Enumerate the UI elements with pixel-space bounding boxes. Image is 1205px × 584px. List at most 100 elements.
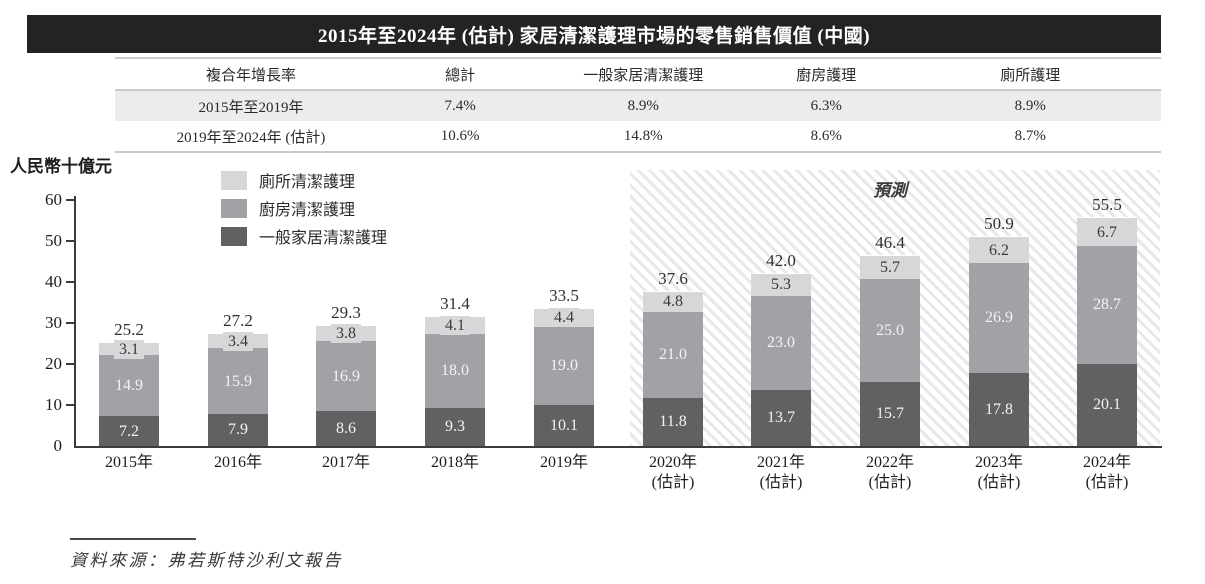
bar-total-label: 33.5 [549,286,579,305]
bar-segment: 21.0 [643,311,703,398]
bar-total-label: 37.6 [658,269,688,288]
segment-value-label: 5.3 [766,275,796,295]
y-axis-tick-label: 10 [45,395,62,414]
x-axis-sublabel: (估計) [1085,474,1129,491]
segment-value-label: 4.4 [549,308,579,328]
cagr-header-cell: 複合年增長率 [205,67,296,84]
segment-value-label: 23.0 [767,334,795,352]
bar-total-label: 25.2 [114,320,144,339]
x-axis-sublabel: (估計) [651,474,695,491]
x-axis-label: 2023年 (估計) [951,453,1047,493]
cagr-table: 複合年增長率 總計 一般家居清潔護理 廚房護理 廁所護理 2015年至2019年 7.4% 8… [115,57,1161,153]
y-axis-tick [66,404,75,406]
bar-segment: 20.1 [1077,363,1137,446]
segment-value-label: 15.9 [224,372,252,390]
bar-segment: 5.7 [860,255,920,280]
bar-total-label: 50.9 [984,214,1014,233]
y-axis-tick [66,363,75,365]
bar-segment: 14.9 [99,355,159,417]
segment-value-label: 6.2 [984,240,1014,260]
x-axis-label: 2017年 [321,454,370,471]
y-axis-tick-label: 60 [45,190,62,209]
segment-value-label: 7.2 [119,422,139,440]
bar-segment: 23.0 [751,295,811,390]
bar-total-label: 46.4 [875,233,905,252]
segment-value-label: 4.8 [658,292,688,312]
segment-value-label: 28.7 [1093,296,1121,314]
bar-total-label: 27.2 [223,311,253,330]
x-axis-label: 2018年 [430,454,479,471]
legend-label: 一般家居清潔護理 [259,230,388,247]
bar-segment: 7.9 [208,413,268,446]
bar-segment: 3.1 [99,339,159,359]
legend-item: 廁所清潔護理 [221,166,387,194]
x-axis-sublabel: (估計) [977,474,1021,491]
y-axis-tick [66,281,75,283]
cagr-value-cell: 7.4% [444,97,476,114]
segment-value-label: 16.9 [332,367,360,385]
x-axis-label: 2015年 [104,454,153,471]
segment-value-label: 3.8 [331,324,361,344]
x-axis-line [74,446,1162,448]
bar-segment: 26.9 [969,262,1029,373]
segment-value-label: 5.7 [875,257,905,277]
table-row: 2015年至2019年 7.4% 8.9% 6.3% 8.9% [115,91,1161,121]
bar-total-label: 42.0 [766,251,796,270]
x-axis-sublabel: (估計) [759,474,803,491]
cagr-header-cell: 廁所護理 [1000,67,1061,84]
y-axis-unit-label: 人民幣十億元 [10,157,112,176]
bar-segment: 10.1 [534,404,594,446]
cagr-header-cell: 廚房護理 [796,67,857,84]
bar-segment: 19.0 [534,326,594,405]
y-axis-tick-label: 50 [45,231,62,250]
segment-value-label: 13.7 [767,409,795,427]
segment-value-label: 14.9 [115,377,143,395]
y-axis-line [74,196,76,448]
bar-segment: 17.8 [969,373,1029,446]
x-axis-label: 2020年 (估計) [625,453,721,493]
legend-swatch [221,198,247,218]
cagr-value-cell: 14.8% [623,127,663,144]
segment-value-label: 3.1 [114,339,144,359]
cagr-value-cell: 10.6% [440,127,480,144]
cagr-header-cell: 總計 [445,67,476,84]
bar-total-label: 55.5 [1092,195,1122,214]
segment-value-label: 26.9 [985,309,1013,327]
x-axis-label: 2016年 [213,454,262,471]
segment-value-label: 17.8 [985,401,1013,418]
cagr-value-cell: 8.7% [1014,127,1046,144]
segment-value-label: 6.7 [1092,222,1122,242]
bar-segment: 6.2 [969,237,1029,263]
bar-segment: 8.6 [316,410,376,446]
forecast-label: 預測 [873,181,907,200]
segment-value-label: 7.9 [228,421,248,439]
bar-segment: 25.0 [860,279,920,382]
bar-segment: 9.3 [425,407,485,446]
bar-segment: 6.7 [1077,218,1137,246]
segment-value-label: 20.1 [1093,396,1121,414]
bar-segment: 18.0 [425,334,485,408]
bar-segment: 3.4 [208,331,268,351]
bar-segment: 16.9 [316,341,376,411]
bar-segment: 4.1 [425,316,485,336]
x-axis-sublabel: (估計) [868,474,912,491]
x-axis-label: 2021年 (估計) [733,453,829,493]
legend-label: 廚房清潔護理 [259,202,356,219]
chart-title: 2015年至2024年 (估計) 家居清潔護理市場的零售銷售價值 (中國) [317,25,871,47]
y-axis-tick-label: 30 [45,313,62,332]
table-row: 複合年增長率 總計 一般家居清潔護理 廚房護理 廁所護理 [115,59,1161,91]
y-axis-tick-label: 20 [45,354,62,373]
y-axis-tick-label: 0 [53,436,63,455]
cagr-value-cell: 8.6% [810,127,842,144]
cagr-value-cell: 8.9% [1014,97,1046,114]
segment-value-label: 11.8 [659,413,687,431]
y-axis-tick [66,240,75,242]
segment-value-label: 19.0 [550,357,578,375]
bar-segment: 13.7 [751,389,811,446]
legend-item: 廚房清潔護理 [221,194,387,222]
y-axis-tick [66,322,75,324]
y-axis-tick [66,199,75,201]
bar-segment: 15.9 [208,348,268,414]
chart-legend: 廁所清潔護理廚房清潔護理一般家居清潔護理 [221,166,387,250]
bar-segment: 28.7 [1077,245,1137,364]
